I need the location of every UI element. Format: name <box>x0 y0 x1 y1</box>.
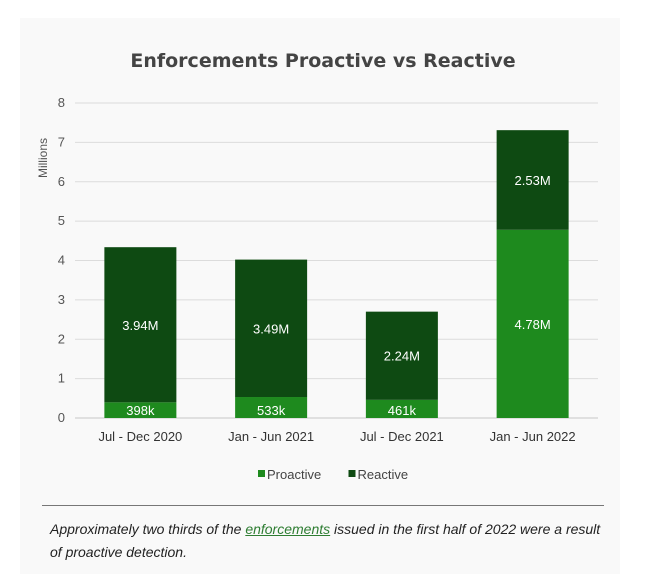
y-tick-label: 4 <box>58 253 65 268</box>
y-tick-label: 3 <box>58 292 65 307</box>
data-label: 398k <box>126 403 155 418</box>
caption-text-start: Approximately two thirds of the <box>50 521 246 537</box>
bar-reactive <box>104 247 177 403</box>
bar-reactive <box>365 311 438 400</box>
data-label: 533k <box>257 403 286 418</box>
data-label: 4.78M <box>515 317 551 332</box>
y-tick-label: 6 <box>58 174 65 189</box>
y-tick-label: 8 <box>58 95 65 110</box>
bar-proactive <box>365 399 438 418</box>
y-tick-label: 5 <box>58 213 65 228</box>
bar-reactive <box>496 130 569 230</box>
chart: Enforcements Proactive vs Reactive Millio… <box>36 50 598 482</box>
legend-swatch-proactive <box>258 470 265 477</box>
x-tick-label: Jul - Dec 2020 <box>98 429 182 444</box>
data-label: 461k <box>388 403 417 418</box>
y-tick-label: 2 <box>58 331 65 346</box>
data-label: 2.24M <box>384 349 420 364</box>
enforcements-link[interactable]: enforcements <box>245 521 331 537</box>
y-tick-label: 1 <box>58 371 65 386</box>
y-axis-label: Millions <box>36 138 50 178</box>
y-tick-label: 0 <box>58 410 65 425</box>
bar-proactive <box>496 229 569 418</box>
legend-label-proactive: Proactive <box>267 467 321 482</box>
data-label: 2.53M <box>515 173 551 188</box>
caption-text-end: issued in the first half of 2022 were a … <box>50 521 601 560</box>
chart-title: Enforcements Proactive vs Reactive <box>130 50 515 72</box>
bar-reactive <box>235 259 308 398</box>
legend-label-reactive: Reactive <box>358 467 409 482</box>
caption: Approximately two thirds of the enforcem… <box>50 518 610 564</box>
data-label: 3.49M <box>253 321 289 336</box>
legend-swatch-reactive <box>348 470 356 477</box>
bar-proactive <box>235 397 308 418</box>
x-tick-label: Jul - Dec 2021 <box>360 429 444 444</box>
x-tick-label: Jan - Jun 2022 <box>490 429 576 444</box>
bar-proactive <box>104 402 177 418</box>
data-label: 3.94M <box>122 318 158 333</box>
divider <box>42 505 604 506</box>
y-tick-label: 7 <box>58 134 65 149</box>
x-tick-label: Jan - Jun 2021 <box>228 429 314 444</box>
